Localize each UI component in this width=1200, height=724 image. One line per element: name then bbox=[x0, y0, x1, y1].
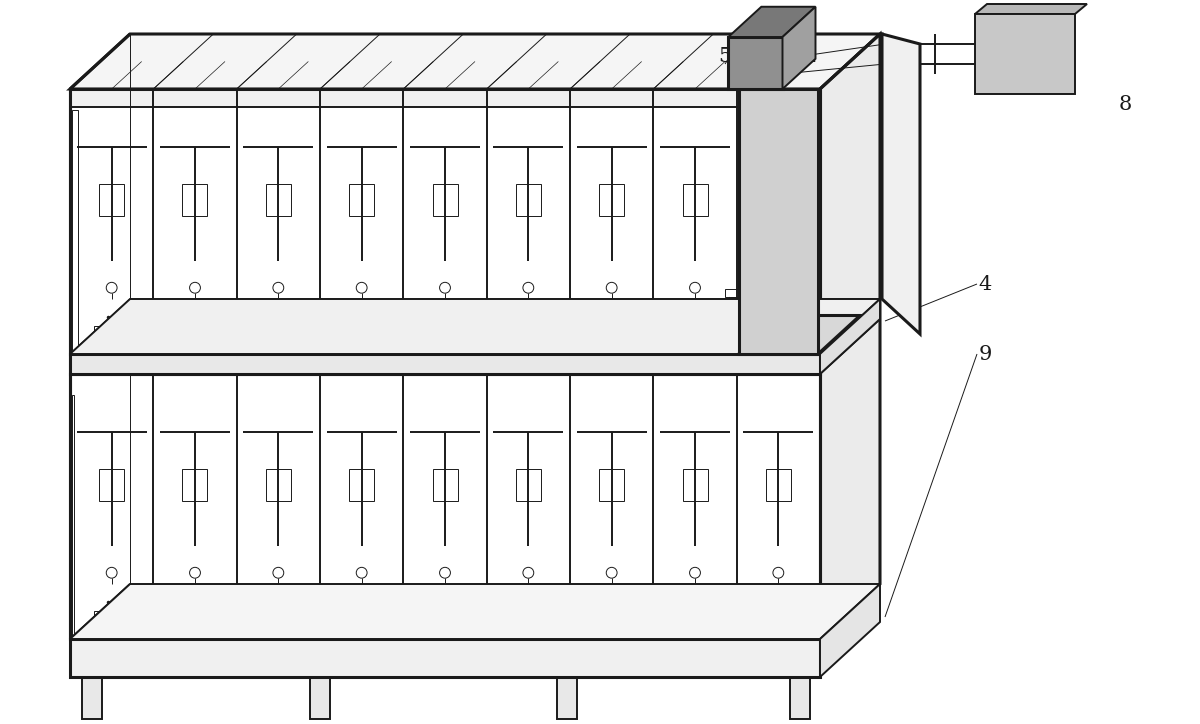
Bar bbox=[725, 289, 763, 297]
Bar bbox=[766, 185, 791, 216]
Polygon shape bbox=[557, 666, 589, 677]
Bar bbox=[94, 611, 130, 635]
Bar bbox=[728, 37, 782, 89]
Bar bbox=[72, 395, 73, 635]
Text: 8: 8 bbox=[1118, 95, 1132, 114]
Polygon shape bbox=[310, 666, 342, 677]
Polygon shape bbox=[728, 7, 816, 37]
Bar bbox=[427, 326, 462, 350]
Polygon shape bbox=[882, 34, 920, 334]
Bar bbox=[178, 611, 212, 635]
Polygon shape bbox=[70, 299, 880, 354]
Bar bbox=[100, 469, 124, 501]
Bar bbox=[516, 469, 541, 501]
Bar bbox=[100, 185, 124, 216]
Bar bbox=[683, 185, 708, 216]
Bar bbox=[260, 326, 296, 350]
Bar bbox=[72, 110, 78, 350]
Bar bbox=[766, 469, 791, 501]
Bar bbox=[511, 611, 546, 635]
Polygon shape bbox=[782, 7, 816, 89]
Text: 5: 5 bbox=[719, 46, 732, 65]
Bar bbox=[739, 89, 818, 354]
Bar bbox=[599, 185, 624, 216]
Bar bbox=[511, 326, 546, 350]
Bar bbox=[678, 326, 713, 350]
Bar bbox=[344, 326, 379, 350]
Text: 7: 7 bbox=[904, 59, 917, 78]
Polygon shape bbox=[820, 34, 880, 639]
Polygon shape bbox=[70, 584, 880, 639]
Polygon shape bbox=[82, 666, 114, 677]
Bar bbox=[178, 326, 212, 350]
Bar bbox=[683, 469, 708, 501]
Bar bbox=[344, 611, 379, 635]
Polygon shape bbox=[739, 316, 860, 354]
Polygon shape bbox=[820, 299, 880, 374]
Bar bbox=[974, 14, 1075, 94]
Bar bbox=[70, 354, 820, 374]
Bar bbox=[594, 326, 629, 350]
Polygon shape bbox=[70, 299, 880, 354]
Bar bbox=[266, 185, 290, 216]
Bar bbox=[313, 642, 322, 674]
Bar bbox=[678, 611, 713, 635]
Bar bbox=[182, 185, 208, 216]
Text: 2: 2 bbox=[803, 46, 817, 65]
Bar bbox=[70, 639, 820, 677]
Bar bbox=[599, 469, 624, 501]
Text: 9: 9 bbox=[978, 345, 991, 363]
Bar bbox=[70, 374, 820, 639]
Bar bbox=[432, 469, 457, 501]
Bar bbox=[562, 642, 569, 674]
Bar bbox=[349, 469, 374, 501]
Bar bbox=[594, 611, 629, 635]
Text: 4: 4 bbox=[978, 274, 991, 293]
Bar bbox=[349, 185, 374, 216]
Polygon shape bbox=[820, 584, 880, 677]
Polygon shape bbox=[790, 666, 822, 677]
Bar bbox=[70, 89, 820, 107]
Bar bbox=[266, 469, 290, 501]
Bar bbox=[82, 677, 102, 719]
Bar bbox=[182, 469, 208, 501]
Bar bbox=[94, 326, 130, 350]
Bar bbox=[310, 677, 330, 719]
Bar bbox=[70, 89, 820, 354]
Bar bbox=[761, 326, 796, 350]
Polygon shape bbox=[974, 4, 1087, 14]
Bar bbox=[516, 185, 541, 216]
Polygon shape bbox=[70, 34, 880, 89]
Bar bbox=[761, 611, 796, 635]
Bar bbox=[557, 677, 577, 719]
Bar bbox=[432, 185, 457, 216]
Bar bbox=[427, 611, 462, 635]
Bar bbox=[790, 677, 810, 719]
Bar bbox=[260, 611, 296, 635]
